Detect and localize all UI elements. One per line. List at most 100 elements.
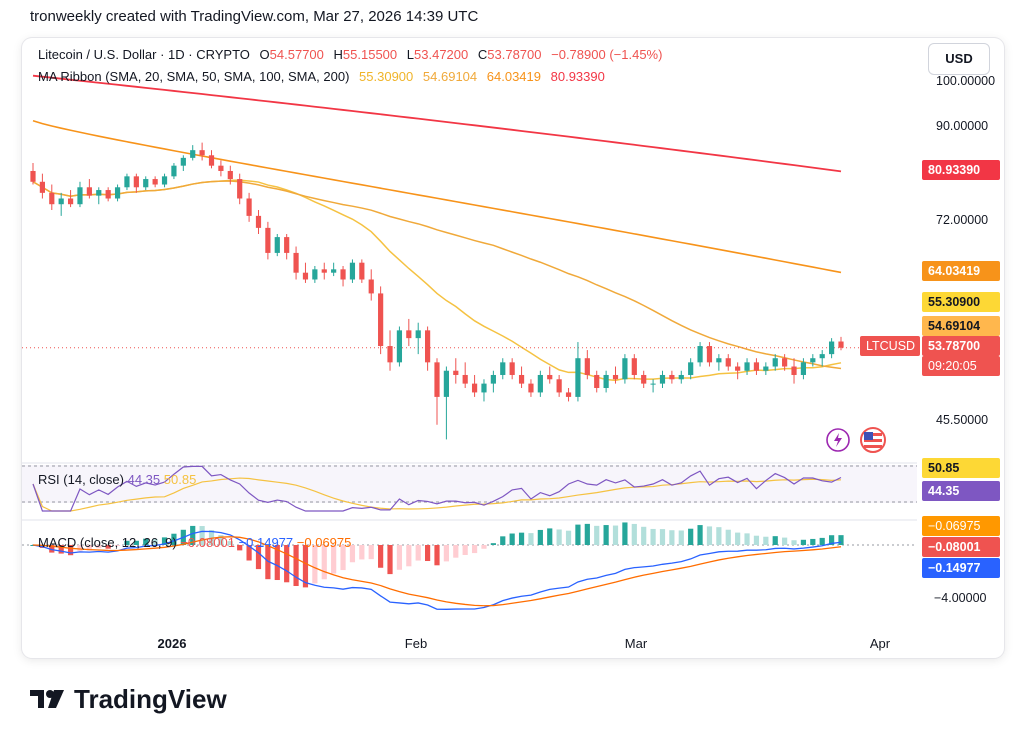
macd-histogram-bar	[697, 525, 703, 545]
candle-body	[246, 198, 252, 216]
candle-body	[30, 170, 36, 182]
ohlc-low: L53.47200	[407, 47, 468, 62]
candle-body	[537, 374, 543, 393]
candle-body	[406, 330, 412, 339]
macd-histogram-bar	[575, 524, 581, 545]
macd-histogram-bar	[218, 535, 224, 545]
x-tick: 2026	[157, 636, 187, 651]
candle-body	[425, 330, 431, 363]
candle-body	[772, 358, 778, 367]
candle-body	[565, 392, 572, 397]
macd-histogram-bar	[650, 528, 656, 545]
candle-body	[509, 362, 515, 375]
macd-histogram-bar	[321, 545, 327, 580]
macd-histogram-bar	[800, 539, 807, 545]
macd-histogram-bar	[763, 536, 769, 545]
candle-body	[312, 269, 318, 280]
candle-body	[114, 187, 121, 199]
macd-histogram-bar	[735, 532, 741, 545]
macd-histogram-bar	[678, 530, 684, 545]
candle-body	[378, 293, 384, 347]
tradingview-logo[interactable]: TradingView	[30, 684, 227, 717]
macd-histogram-bar	[471, 545, 478, 554]
macd-histogram-bar	[359, 545, 365, 560]
macd-histogram-bar	[274, 545, 280, 581]
candle-body	[556, 379, 562, 393]
candle-body	[547, 374, 553, 380]
macd-histogram-bar	[490, 543, 496, 545]
candle-body	[725, 358, 731, 367]
macd-histogram-bar	[368, 545, 374, 560]
candle-body	[782, 358, 788, 367]
x-tick: Mar	[624, 636, 648, 651]
candle-body	[819, 354, 825, 359]
macd-histogram-bar	[190, 525, 196, 545]
currency-button[interactable]: USD	[928, 43, 990, 75]
candle-body	[462, 374, 468, 384]
candle-body	[105, 190, 111, 199]
tradingview-wordmark: TradingView	[74, 684, 227, 714]
ma50-price-label: 54.69104	[922, 316, 1000, 336]
macd-histogram-bar	[791, 540, 797, 545]
candle-body	[293, 252, 299, 273]
last-price-label: 53.78700	[922, 336, 1000, 356]
ma100-price-label: 64.03419	[922, 261, 1000, 281]
candle-body	[453, 370, 459, 375]
macd-histogram-bar	[246, 545, 252, 561]
macd-line	[32, 530, 842, 610]
macd-histogram-bar	[725, 529, 731, 545]
ma-ribbon-title: MA Ribbon (SMA, 20, SMA, 50, SMA, 100, S…	[38, 69, 350, 84]
candle-body	[744, 362, 750, 371]
macd-histogram-bar	[528, 533, 534, 545]
candle-body	[716, 358, 722, 363]
candle-body	[227, 170, 233, 180]
candle-body	[810, 358, 816, 363]
macd-histogram-bar	[86, 545, 92, 551]
candle-body	[594, 374, 600, 389]
macd-histogram-bar	[838, 535, 844, 545]
chart-caption: tronweekly created with TradingView.com,…	[30, 8, 479, 25]
macd-histogram-bar	[49, 545, 55, 553]
us-flag-icon[interactable]	[858, 426, 888, 459]
macd-histogram-bar	[237, 545, 243, 551]
candle-body	[284, 237, 290, 253]
macd-histogram-bar	[829, 535, 835, 545]
macd-histogram-bar	[753, 535, 760, 545]
close-value: 53.78700	[487, 47, 542, 62]
candle-body	[763, 366, 769, 371]
macd-histogram-bar	[594, 525, 600, 545]
candle-body	[434, 362, 440, 397]
chart-canvas[interactable]	[22, 38, 1004, 658]
candle-body	[641, 374, 647, 384]
candle-body	[265, 227, 271, 253]
macd-histogram-bar	[105, 545, 111, 549]
candle-body	[124, 176, 130, 188]
macd-histogram-bar	[171, 533, 177, 545]
macd-histogram-bar	[434, 545, 440, 566]
macd-histogram-bar	[96, 545, 102, 549]
macd-histogram-bar	[641, 526, 647, 545]
candle-body	[829, 341, 835, 355]
candle-body	[49, 192, 55, 205]
macd-histogram-bar	[312, 545, 318, 584]
candle-body	[415, 330, 421, 339]
macd-label: −0.14977	[922, 558, 1000, 578]
high-value: 55.15500	[342, 47, 398, 62]
macd-histogram-bar	[67, 545, 74, 556]
macd-histogram-bar	[284, 545, 290, 583]
macd-hist-value: −0.08001	[180, 535, 235, 550]
rsi-label: 44.35	[922, 481, 1000, 501]
tradingview-logo-icon	[30, 686, 68, 717]
macd-histogram-bar	[133, 540, 139, 545]
macd-histogram-bar	[387, 545, 393, 575]
macd-histogram-bar	[500, 536, 506, 545]
candle-body	[368, 279, 374, 294]
macd-signal-value: −0.06975	[296, 535, 352, 550]
price-tick: 90.00000	[936, 119, 989, 133]
macd-histogram-bar	[603, 525, 609, 545]
rsi-title: RSI (14, close)	[38, 472, 124, 487]
lightning-icon[interactable]	[826, 428, 850, 457]
candle-body	[575, 358, 581, 397]
candle-body	[218, 165, 224, 171]
chart-card[interactable]	[22, 38, 1004, 658]
